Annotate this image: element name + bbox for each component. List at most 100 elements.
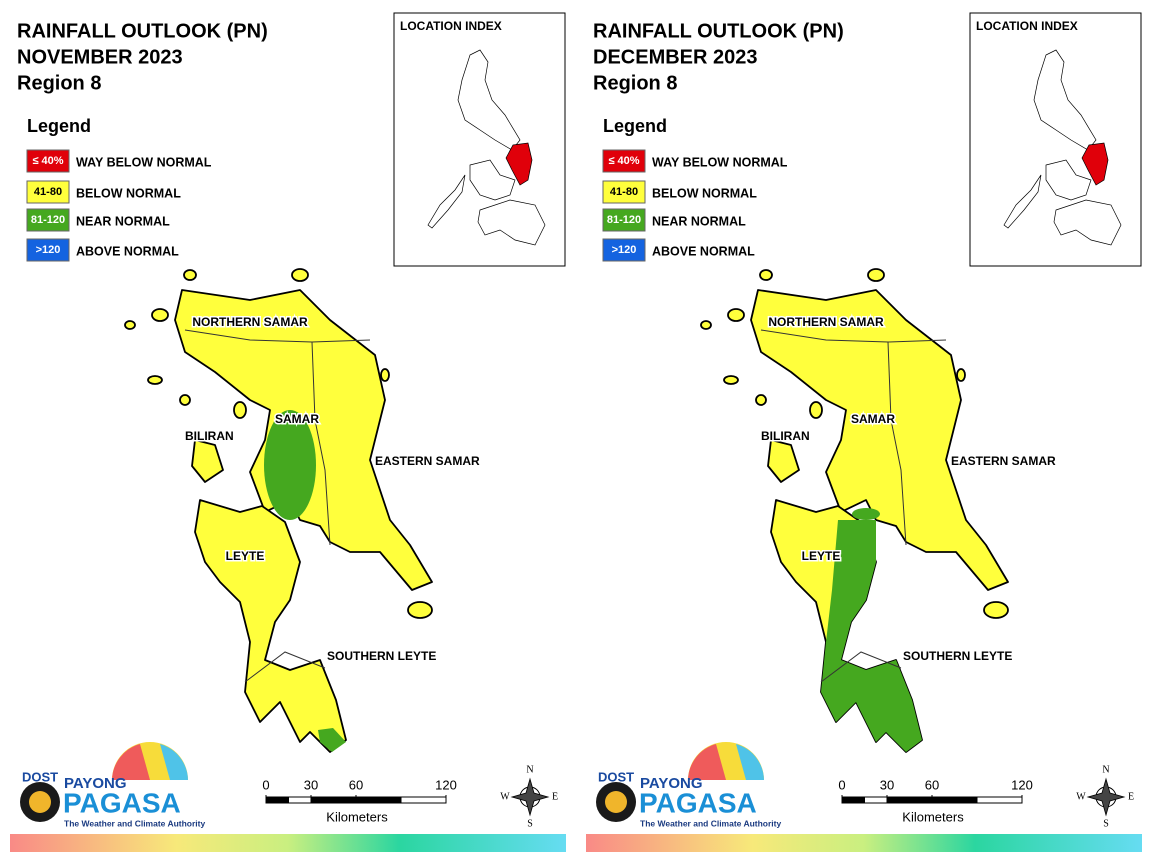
islet — [147, 375, 163, 385]
scale-segment — [333, 796, 357, 804]
title-line: DECEMBER 2023 — [593, 46, 758, 68]
logo-umbrella — [160, 744, 188, 780]
islet — [700, 320, 712, 330]
scale-segment — [886, 796, 910, 804]
legend-swatch — [26, 180, 70, 204]
islet — [759, 269, 773, 281]
compass-letter: N — [526, 764, 533, 775]
scale-segment — [864, 796, 888, 804]
legend-range: ≤ 40% — [608, 155, 639, 167]
compass-letter: N — [1102, 764, 1109, 775]
province-label: SOUTHERN LEYTE — [903, 649, 1012, 663]
logo-line2: PAGASA — [63, 787, 181, 818]
footer-bar — [586, 834, 1142, 852]
province-label: BILIRAN — [761, 429, 810, 443]
compass-letter: W — [500, 791, 510, 802]
islet — [233, 401, 247, 419]
scale-unit: Kilometers — [902, 809, 964, 824]
compass-letter: E — [1128, 791, 1134, 802]
legend-title: Legend — [603, 116, 667, 136]
logo-agency: DOST — [598, 769, 634, 784]
islet — [183, 269, 197, 281]
logo-seal — [29, 791, 51, 813]
islet — [124, 320, 136, 330]
scale-segment — [265, 796, 289, 804]
legend-range: >120 — [612, 244, 637, 256]
logo-umbrella — [736, 744, 764, 780]
islet — [723, 375, 739, 385]
legend-swatch — [602, 149, 646, 173]
islet — [867, 268, 885, 282]
islet — [809, 401, 823, 419]
province-boundary — [887, 341, 907, 546]
island-samar — [750, 289, 1009, 591]
near-normal-area — [318, 728, 346, 752]
province-label: NORTHERN SAMAR — [192, 315, 308, 329]
scale-tick-label: 0 — [262, 777, 269, 792]
legend-swatch — [26, 208, 70, 232]
index-visayas — [469, 159, 516, 201]
islet — [983, 601, 1009, 619]
scale-segment — [976, 796, 1023, 804]
logo-tagline: The Weather and Climate Authority — [640, 818, 781, 828]
near-normal-area — [264, 410, 316, 520]
title-line: Region 8 — [17, 72, 101, 94]
island-leyte — [194, 499, 347, 753]
legend-title: Legend — [27, 116, 91, 136]
scale-segment — [288, 796, 312, 804]
province-label: NORTHERN SAMAR — [768, 315, 884, 329]
scale-tick-label: 0 — [838, 777, 845, 792]
compass-letter: S — [1103, 818, 1109, 829]
scale-segment — [931, 796, 978, 804]
title-line: Region 8 — [593, 72, 677, 94]
near-normal-area — [821, 520, 922, 752]
islet — [151, 308, 169, 322]
index-mindanao — [1053, 199, 1122, 246]
scale-segment — [310, 796, 334, 804]
logo-seal — [605, 791, 627, 813]
title-line: RAINFALL OUTLOOK (PN) — [17, 20, 268, 42]
province-label: SOUTHERN LEYTE — [327, 649, 436, 663]
province-label: SAMAR — [275, 412, 319, 426]
province-boundary — [244, 651, 326, 683]
compass-letter: S — [527, 818, 533, 829]
legend-range: 41-80 — [34, 186, 62, 198]
index-title: LOCATION INDEX — [976, 19, 1078, 33]
logo-umbrella — [688, 744, 726, 780]
islet — [380, 368, 390, 382]
province-label: SAMAR — [851, 412, 895, 426]
logo-agency: DOST — [22, 769, 58, 784]
legend-swatch — [602, 238, 646, 262]
legend-range: >120 — [36, 244, 61, 256]
logo-line1: PAYONG — [64, 775, 127, 792]
logo-line2: PAGASA — [639, 787, 757, 818]
legend-label: BELOW NORMAL — [76, 186, 181, 200]
logo-tagline: The Weather and Climate Authority — [64, 818, 205, 828]
legend-label: WAY BELOW NORMAL — [76, 155, 212, 169]
index-title: LOCATION INDEX — [400, 19, 502, 33]
scale-tick-label: 60 — [349, 777, 363, 792]
legend-label: BELOW NORMAL — [652, 186, 757, 200]
province-boundary — [820, 651, 902, 683]
compass-letter: W — [1076, 791, 1086, 802]
near-normal-area — [852, 508, 880, 520]
scale-segment — [841, 796, 865, 804]
scale-unit: Kilometers — [326, 809, 388, 824]
scale-segment — [355, 796, 402, 804]
islet — [407, 601, 433, 619]
scale-segment — [909, 796, 933, 804]
legend-swatch — [26, 238, 70, 262]
legend-label: WAY BELOW NORMAL — [652, 155, 788, 169]
islet — [727, 308, 745, 322]
compass-star — [510, 777, 550, 817]
islet — [755, 394, 767, 406]
legend-range: 41-80 — [610, 186, 638, 198]
scale-tick-label: 120 — [435, 777, 457, 792]
islet — [291, 268, 309, 282]
province-label: EASTERN SAMAR — [375, 454, 480, 468]
legend-swatch — [602, 180, 646, 204]
index-region8 — [505, 142, 533, 186]
panel: RAINFALL OUTLOOK (PN) NOVEMBER 2023 Region… — [10, 12, 566, 852]
legend-range: 81-120 — [607, 214, 641, 226]
index-palawan — [1003, 174, 1042, 229]
